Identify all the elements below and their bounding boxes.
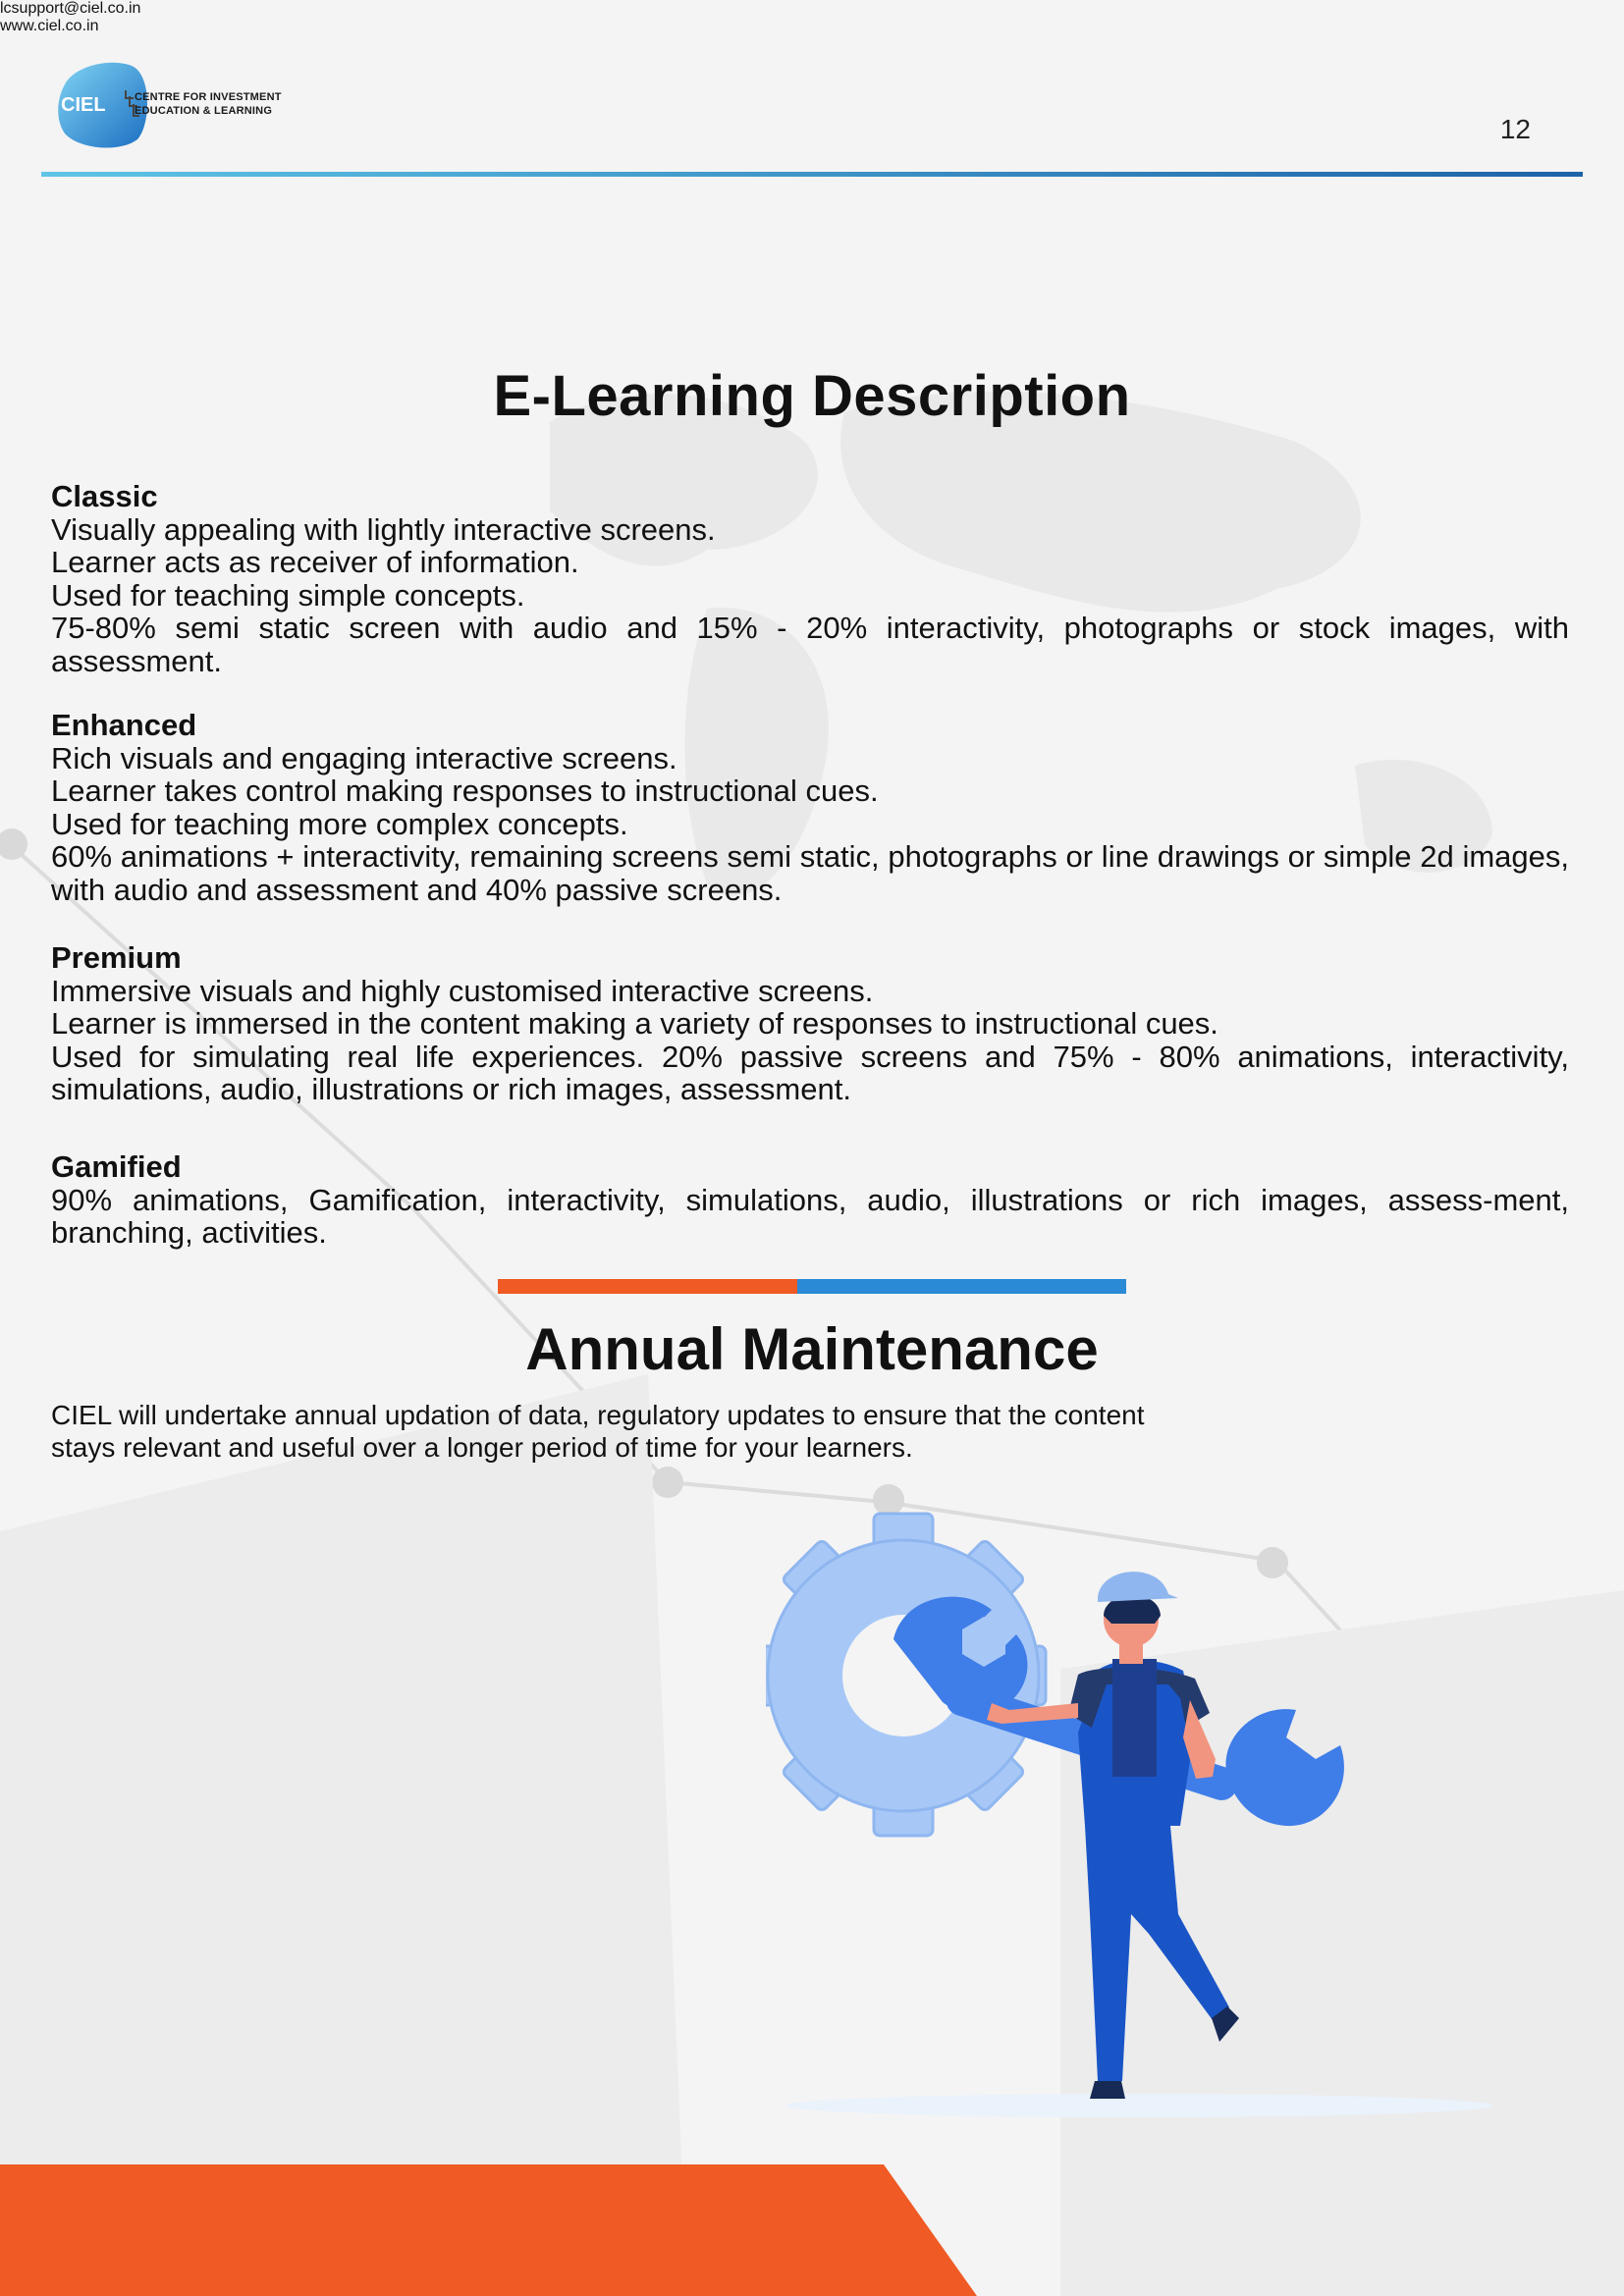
premium-line-1: Immersive visuals and highly customised … — [51, 973, 874, 1008]
section-title-elearning: E-Learning Description — [493, 364, 1131, 428]
classic-line-2: Learner acts as receiver of information. — [51, 545, 579, 579]
enhanced-line-3: Used for teaching more complex concepts. — [51, 806, 628, 841]
heading-premium: Premium — [51, 940, 182, 975]
divider-orange — [498, 1279, 797, 1294]
maintenance-text: CIEL will undertake annual updation of d… — [51, 1400, 1145, 1463]
org-name-line2: EDUCATION & LEARNING — [135, 105, 273, 117]
section-gamified: Gamified 90% animations, Gamification, i… — [51, 1150, 1569, 1250]
section-title-maintenance: Annual Maintenance — [525, 1316, 1099, 1382]
enhanced-line-1: Rich visuals and engaging interactive sc… — [51, 740, 677, 775]
section-enhanced: Enhanced Rich visuals and engaging inter… — [51, 709, 1569, 906]
divider-blue — [797, 1279, 1126, 1294]
footer — [0, 2164, 1624, 2296]
classic-line-4: 75-80% semi static screen with audio and… — [51, 611, 1569, 678]
footer-email-link[interactable]: lcsupport@ciel.co.in — [0, 0, 141, 17]
classic-line-1: Visually appealing with lightly interact… — [51, 511, 716, 547]
gamified-line-1: 90% animations, Gamification, interactiv… — [51, 1182, 1569, 1250]
classic-line-3: Used for teaching simple concepts. — [51, 577, 525, 613]
premium-line-3: Used for simulating real life experience… — [51, 1039, 1569, 1106]
heading-gamified: Gamified — [51, 1149, 182, 1184]
heading-enhanced: Enhanced — [51, 708, 197, 742]
header-rule — [41, 172, 1583, 177]
org-name-line1: CENTRE FOR INVESTMENT — [135, 91, 282, 103]
logo-mark: CIEL — [61, 94, 106, 116]
enhanced-line-4: 60% animations + interactivity, remainin… — [51, 839, 1569, 907]
worker-illustration — [766, 1512, 1492, 2117]
enhanced-line-2: Learner takes control making responses t… — [51, 774, 879, 808]
worker-figure — [987, 1572, 1239, 2099]
ciel-logo: CIEL — [58, 62, 148, 148]
premium-line-2: Learner is immersed in the content makin… — [51, 1006, 1218, 1041]
heading-classic: Classic — [51, 479, 158, 513]
footer-band — [0, 2164, 977, 2296]
page-number: 12 — [1499, 114, 1531, 144]
gear-icon — [766, 1512, 1048, 1838]
section-classic: Classic Visually appealing with lightly … — [51, 480, 1569, 677]
section-divider — [498, 1279, 1126, 1294]
footer-website-link[interactable]: www.ciel.co.in — [0, 18, 99, 34]
section-premium: Premium Immersive visuals and highly cus… — [51, 941, 1569, 1106]
org-name: CENTRE FOR INVESTMENT EDUCATION & LEARNI… — [135, 90, 282, 118]
